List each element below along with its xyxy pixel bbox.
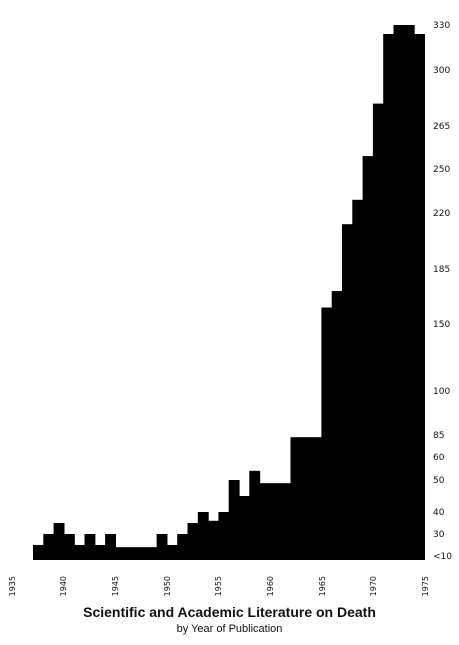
y-tick-label: 330: [433, 21, 450, 31]
bar-1945: [115, 547, 127, 560]
chart-subtitle: by Year of Publication: [176, 623, 283, 635]
y-tick-label: 50: [433, 476, 445, 486]
bar-1956: [228, 480, 240, 560]
x-tick-label: 1945: [111, 576, 120, 596]
x-tick-label: 1935: [8, 576, 17, 596]
bar-1960: [269, 483, 281, 560]
bar-1972: [393, 25, 405, 560]
bar-1950: [166, 545, 178, 560]
y-tick-label: 150: [433, 320, 450, 330]
x-axis-labels: 1935 1940 1945 1950 1955 1960 1965 1970 1975: [8, 576, 430, 596]
bar-1952: [187, 523, 199, 560]
y-tick-label: 85: [433, 431, 444, 441]
bar-1940: [63, 534, 75, 560]
x-tick-label: 1950: [163, 576, 172, 596]
bar-1966: [331, 291, 343, 560]
bar-1958: [249, 470, 261, 560]
bar-1968: [352, 199, 364, 561]
bar-1971: [383, 34, 395, 560]
bar-1938: [43, 534, 55, 560]
x-tick-label: 1940: [59, 576, 68, 596]
x-tick-label: 1970: [369, 576, 378, 596]
bar-1949: [156, 534, 168, 560]
bar-1953: [197, 512, 209, 560]
y-tick-label: <10: [433, 552, 452, 562]
bar-1957: [239, 496, 250, 560]
bar-1954: [208, 520, 219, 560]
bar-1961: [280, 483, 292, 560]
bar-1937: [33, 545, 44, 560]
bar-1965: [321, 307, 333, 560]
bar-1942: [84, 534, 96, 560]
bar-1948: [146, 547, 158, 560]
bar-1969: [362, 156, 374, 560]
y-tick-label: 265: [433, 122, 450, 132]
bar-1947: [136, 547, 147, 560]
y-tick-label: 30: [433, 530, 445, 540]
bar-1974: [414, 34, 425, 560]
bar-1944: [105, 534, 116, 560]
bar-1941: [74, 545, 86, 560]
x-tick-label: 1975: [421, 576, 430, 596]
x-tick-label: 1955: [214, 576, 223, 596]
bar-1964: [311, 437, 322, 560]
y-tick-label: 60: [433, 453, 445, 463]
chart-title: Scientific and Academic Literature on De…: [83, 604, 376, 620]
bar-1939: [53, 523, 65, 560]
bar-1946: [125, 547, 137, 560]
bars-group: [33, 25, 425, 561]
y-axis-labels: <10 30 40 50 60 85 100 150 185 220 250 265 300 330: [433, 21, 452, 562]
bar-1959: [259, 483, 271, 560]
y-tick-label: 220: [433, 209, 450, 219]
y-tick-label: 100: [433, 387, 450, 397]
bar-1970: [372, 103, 384, 560]
bar-1963: [300, 437, 312, 560]
bar-1955: [218, 512, 230, 560]
y-tick-label: 250: [433, 165, 450, 175]
x-tick-label: 1965: [318, 576, 327, 596]
x-tick-label: 1960: [266, 576, 275, 596]
y-tick-label: 40: [433, 508, 445, 518]
bar-1962: [290, 437, 302, 560]
y-tick-label: 185: [433, 265, 450, 275]
bar-1973: [403, 25, 415, 560]
bar-1967: [342, 224, 353, 560]
bar-1943: [94, 545, 106, 560]
y-tick-label: 300: [433, 66, 450, 76]
bar-1951: [177, 534, 189, 560]
